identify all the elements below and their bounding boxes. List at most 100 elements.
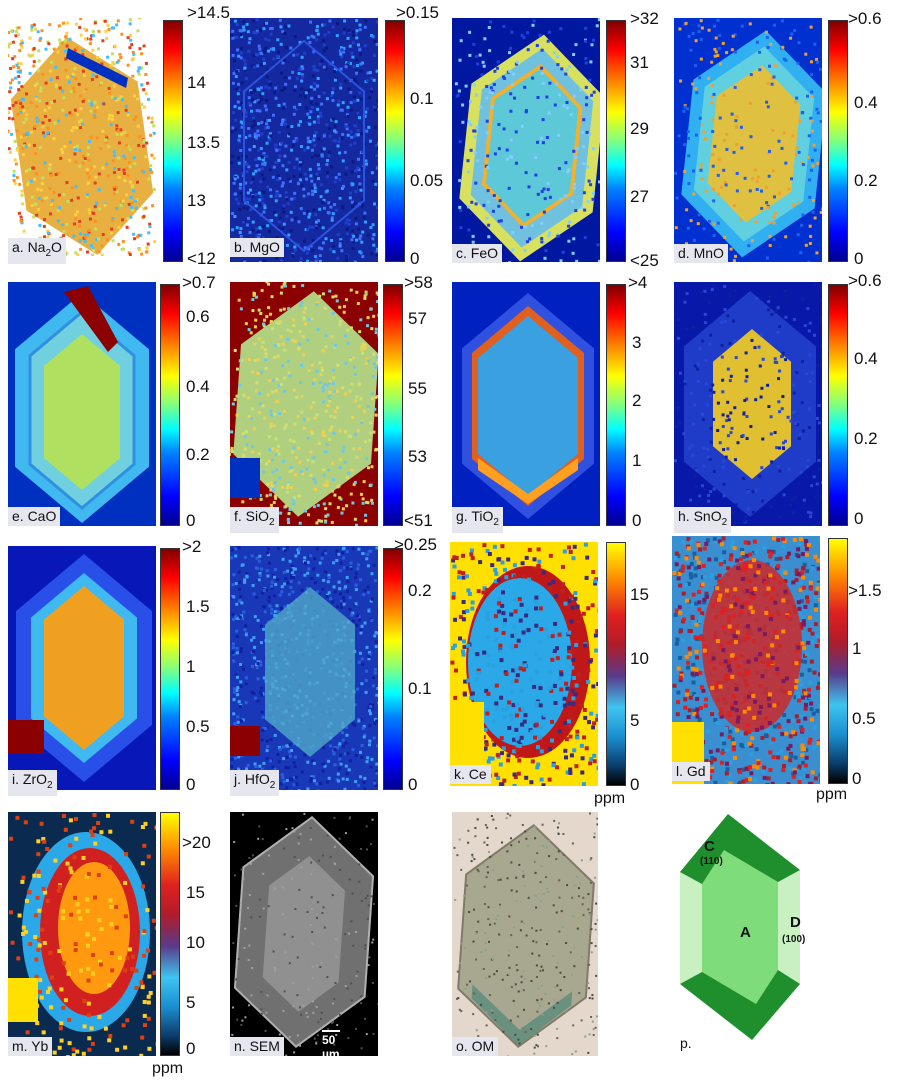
tick-label: 10 bbox=[630, 649, 649, 668]
noise-speckle bbox=[454, 18, 600, 262]
tick-label: >0.7 bbox=[182, 273, 216, 292]
panel-label-k: k. Ce bbox=[450, 765, 491, 784]
tick-label: >1.5 bbox=[848, 581, 882, 600]
panel-label-h: h. SnO2 bbox=[674, 507, 732, 533]
tick-label: 0 bbox=[186, 1039, 196, 1058]
inclusion bbox=[230, 726, 260, 756]
rim-band bbox=[66, 48, 128, 88]
element-map-feo bbox=[452, 18, 600, 262]
noise-speckle bbox=[230, 282, 378, 526]
inclusion bbox=[64, 286, 118, 352]
noise-speckle bbox=[450, 542, 598, 786]
colorbar-zro2 bbox=[160, 548, 180, 790]
tick-label: 0.2 bbox=[854, 171, 878, 190]
tick-label: 0 bbox=[186, 511, 196, 530]
noise-speckle bbox=[230, 18, 378, 262]
scale-bar-label: 50 µm bbox=[322, 1033, 340, 1061]
panel-label-j: j. HfO2 bbox=[230, 770, 280, 796]
crystal-core bbox=[707, 65, 801, 223]
tick-label: 0 bbox=[854, 249, 864, 268]
tick-label: 0 bbox=[408, 775, 418, 794]
tick-label: 1.5 bbox=[186, 597, 210, 616]
crystal-outline bbox=[243, 39, 365, 253]
noise-speckle bbox=[453, 812, 598, 1056]
crystal-core bbox=[262, 856, 345, 1012]
panel-label-d: d. MnO bbox=[674, 244, 728, 263]
face-c-index: (110) bbox=[700, 856, 723, 867]
inclusion bbox=[230, 458, 260, 498]
ti-rich-band bbox=[478, 458, 578, 504]
face-c-label: C bbox=[704, 838, 715, 855]
tick-label: 0 bbox=[852, 769, 862, 788]
tick-label: >58 bbox=[404, 273, 433, 292]
panel-label-b: b. MgO bbox=[230, 238, 284, 257]
unit-label: ppm bbox=[594, 790, 626, 807]
tick-label: <51 bbox=[404, 511, 433, 530]
tick-label: 0 bbox=[632, 511, 642, 530]
element-map-mno bbox=[674, 18, 822, 262]
tick-label: 0.2 bbox=[854, 429, 878, 448]
unit-label: ppm bbox=[816, 786, 848, 803]
panel-label-i: i. ZrO2 bbox=[8, 770, 57, 796]
panel-label-c: c. FeO bbox=[452, 244, 503, 263]
colorbar-na2o bbox=[163, 20, 183, 262]
face-d-index: (100) bbox=[782, 934, 806, 945]
inclusion bbox=[8, 720, 44, 754]
element-map-ce bbox=[450, 542, 598, 786]
tick-label: 2 bbox=[632, 391, 642, 410]
tick-label: >20 bbox=[182, 833, 211, 852]
face-a bbox=[702, 850, 778, 1004]
element-map-zro2 bbox=[8, 546, 156, 790]
crystal-core bbox=[44, 334, 120, 490]
tick-label: >32 bbox=[630, 9, 659, 28]
tick-label: 0.4 bbox=[854, 349, 878, 368]
panel-label-n: n. SEM bbox=[230, 1037, 284, 1056]
crystal-face-diagram bbox=[680, 814, 800, 1040]
crystal-core bbox=[468, 578, 572, 746]
colorbar-mgo bbox=[385, 20, 405, 262]
face-d-label: D bbox=[790, 914, 801, 931]
tick-label: 0 bbox=[186, 775, 196, 794]
tick-label: <12 bbox=[187, 249, 216, 268]
panel-label-a: a. Na2O bbox=[8, 238, 66, 264]
crystal-core bbox=[58, 862, 130, 994]
tick-label: 27 bbox=[630, 187, 649, 206]
noise-speckle bbox=[674, 18, 822, 262]
tick-label: 29 bbox=[630, 119, 649, 138]
green-zone bbox=[471, 984, 573, 1046]
scale-bar: 50 µm bbox=[322, 1030, 340, 1061]
crystal-core bbox=[713, 329, 791, 479]
tick-label: 0.4 bbox=[854, 93, 878, 112]
tick-label: >0.25 bbox=[394, 535, 438, 554]
colorbar-tio2 bbox=[606, 284, 626, 526]
tick-label: 0.4 bbox=[186, 377, 210, 396]
tick-label: 10 bbox=[186, 933, 205, 952]
colorbar-feo bbox=[606, 20, 626, 262]
tick-label: 0.05 bbox=[410, 171, 444, 190]
tick-label: 5 bbox=[630, 711, 640, 730]
panel-label-m: m. Yb bbox=[8, 1037, 53, 1056]
crystal-grain bbox=[10, 37, 154, 255]
element-map-sio2 bbox=[230, 282, 378, 526]
tick-label: 0.5 bbox=[186, 717, 210, 736]
face-left bbox=[680, 872, 702, 984]
tick-label: 1 bbox=[186, 657, 196, 676]
panel-label-o: o. OM bbox=[452, 1037, 499, 1056]
tick-label: 0.5 bbox=[852, 709, 876, 728]
panel-label-p: p. bbox=[680, 1035, 692, 1051]
tick-label: 31 bbox=[630, 53, 649, 72]
tick-label: >2 bbox=[182, 537, 202, 556]
tick-label: 0.6 bbox=[186, 307, 210, 326]
face-a-label: A bbox=[740, 924, 751, 941]
colorbar-hfo2 bbox=[383, 548, 403, 790]
noise-speckle bbox=[8, 18, 156, 262]
scale-bar-line bbox=[322, 1030, 340, 1032]
optical-microscope-image bbox=[452, 812, 598, 1056]
colorbar-sio2 bbox=[383, 284, 403, 526]
tick-label: 1 bbox=[852, 639, 862, 658]
tick-label: 13 bbox=[187, 191, 206, 210]
tick-label: >0.15 bbox=[396, 3, 440, 22]
face-d bbox=[778, 870, 800, 984]
element-map-gd bbox=[672, 536, 820, 784]
element-map-sno2 bbox=[674, 282, 822, 526]
